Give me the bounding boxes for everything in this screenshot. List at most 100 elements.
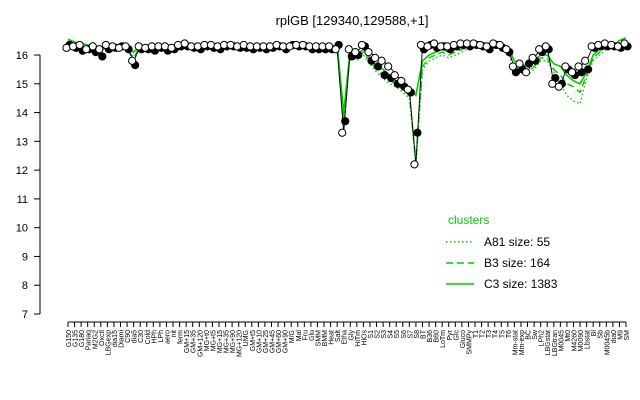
data-point-white [469,39,478,48]
y-tick-label: 7 [22,309,28,321]
data-point-white [397,76,406,86]
x-tick-label: SM [624,330,631,341]
y-tick-label: 13 [16,136,28,148]
y-axis: 7 8 9 10 11 12 13 14 15 16 [16,50,41,321]
y-tick-label: 14 [16,108,28,120]
data-point-white [108,42,117,51]
x-tick-label: S7 [407,330,414,339]
x-tick-label: MG+t0 [204,330,211,351]
data-point-white [430,39,439,48]
data-point-white [620,39,629,48]
x-tick-label: Sb [598,330,605,339]
data-point-white [226,40,235,50]
x-tick-label: LoTm [440,330,447,348]
series-line-dashed [67,39,627,162]
x-tick-label: M4260 [571,330,578,352]
x-tick-label: S3 [381,330,388,339]
data-point-white [331,45,340,54]
data-point-white [410,160,419,169]
x-tick-label: dia5 [132,330,139,343]
data-point-white [607,40,616,50]
x-tick-label: G180 [79,330,86,347]
data-point-white [489,39,498,48]
data-point-white [167,43,176,52]
x-tick-label: S5 [394,330,401,339]
legend-label: C3 size: 1383 [484,277,558,291]
data-point-white [101,40,110,50]
x-tick-label: LPh [158,330,165,343]
data-point-white [594,40,603,50]
x-tick-label: Cold [145,330,152,345]
data-point-white [528,53,537,62]
x-tick-label: Heat [329,330,336,345]
x-tick-label: T6 [506,330,513,338]
legend-title: clusters [448,213,489,227]
data-point-white [121,42,130,51]
data-point-white [364,48,373,57]
x-tick-label: aero [164,330,171,344]
y-tick-label: 10 [16,223,28,235]
data-point-white [449,40,458,50]
series-layer [67,37,627,165]
x-tick-label: M0045b [604,330,611,355]
x-tick-label: LPh2 [539,330,546,346]
legend-label: B3 size: 164 [484,256,550,270]
data-point-white [502,45,511,54]
x-tick-label: Glu [309,330,316,341]
x-tick-label: Pariaq [86,330,93,350]
x-tick-label: Fru [302,330,309,341]
data-point-white [68,42,78,51]
x-tick-label: M2G2 [92,330,99,349]
x-tick-label: Mm-exp [519,330,526,355]
points-connector-line [67,43,627,165]
x-tick-label: GM+15 [184,330,191,353]
data-point-white [206,40,216,50]
x-tick-label: T3 [486,330,493,338]
x-tick-label: MG+35 [224,330,231,353]
x-axis: G150 G135 G180 Pariaq M2G2 Oxctl LBGexp dia15 Di… [66,321,631,357]
x-tick-label: T5 [499,330,506,338]
data-point-white [508,62,518,71]
data-point-white [160,42,170,51]
x-tick-label: Sw [532,329,539,340]
x-tick-label: GM+90 [283,330,290,353]
x-tick-label: Diami [119,330,126,348]
data-point-white [377,56,386,65]
data-point-white [541,42,550,51]
x-tick-label: LBGexp [105,330,112,355]
x-tick-label: SMMPy [466,330,473,355]
x-tick-label: Mt0 [565,330,572,342]
data-point-white [174,40,183,50]
x-tick-label: LBGtran [552,330,559,356]
x-tick-label: B36 [427,330,434,343]
x-tick-label: Mal [296,330,303,342]
data-point-white [521,68,531,77]
data-point-white [443,42,452,51]
y-tick-label: 15 [16,79,28,91]
x-tick-label: GM+10 [256,330,263,353]
data-point-white [95,45,104,54]
data-point-white [298,40,307,50]
x-tick-label: SMM [315,330,322,347]
data-point-white [265,42,275,51]
x-tick-label: Oxctl [99,330,106,346]
x-tick-label: BC [526,330,533,340]
data-point-black [380,71,389,80]
x-tick-label: UMG [243,330,250,346]
data-point-white [62,43,71,52]
data-point-white [180,39,189,48]
data-point-white [384,62,393,71]
x-tick-label: HiTm [355,330,362,347]
x-tick-label: GM+60 [276,330,283,353]
data-point-white [416,40,426,50]
data-point-white [482,42,491,51]
y-tick-label: 8 [22,280,28,292]
x-tick-label: MG+120 [237,330,244,357]
x-tick-label: T4 [493,330,500,338]
data-point-white [370,53,380,62]
x-tick-label: M9 [617,330,624,340]
data-point-white [613,42,623,51]
data-point-white [495,40,504,50]
x-tick-label: G150 [66,330,73,347]
x-tick-label: Gly [348,330,355,341]
